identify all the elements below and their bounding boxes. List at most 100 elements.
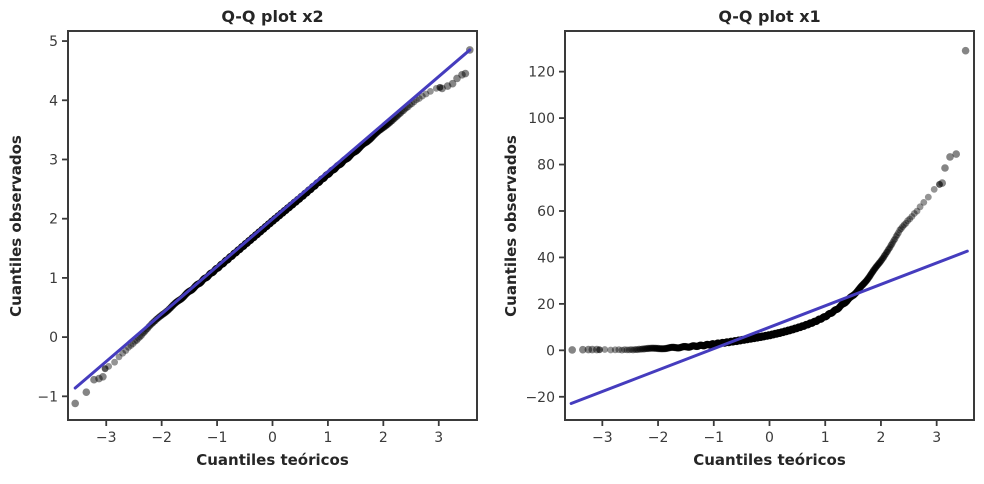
qq-point (659, 345, 667, 352)
qq-point (677, 344, 685, 351)
qq-point (677, 344, 685, 351)
plot-x1-xaxis-label: Cuantiles teóricos (693, 451, 846, 469)
qq-point (673, 344, 681, 352)
qq-point (699, 342, 707, 349)
qq-point (631, 346, 639, 353)
qq-outlier-point (443, 82, 452, 90)
qq-point (675, 344, 683, 352)
fit-line (73, 48, 472, 390)
x-tick-label: 2 (379, 430, 388, 446)
x-tick-label: −2 (151, 430, 172, 446)
qq-point (696, 342, 704, 349)
qq-point (679, 343, 686, 351)
qq-point (695, 342, 703, 349)
y-tick-label: 5 (49, 34, 58, 50)
qq-point (656, 345, 664, 352)
qq-point (697, 341, 705, 349)
qq-point (678, 343, 686, 351)
qq-outlier-point (461, 69, 470, 78)
qq-point (674, 344, 682, 352)
qq-point (649, 344, 656, 352)
qq-point (657, 345, 665, 352)
qq-outlier-point (952, 150, 960, 158)
qq-point (669, 344, 677, 351)
plot-x1-yaxis-label: Cuantiles observados (502, 135, 520, 317)
qq-point (119, 349, 127, 357)
qq-point (670, 343, 678, 351)
qq-point (655, 345, 663, 353)
qq-point (696, 342, 703, 350)
qq-point (669, 343, 677, 351)
qq-point (672, 344, 680, 351)
qq-point (679, 343, 687, 351)
qq-point (664, 344, 672, 352)
qq-point (699, 342, 707, 350)
qq-point (662, 345, 670, 353)
qq-point (690, 342, 698, 350)
qq-point (684, 343, 692, 351)
qq-outlier-point (99, 373, 107, 381)
qq-point (656, 345, 663, 352)
qq-point (658, 345, 666, 353)
qq-point (693, 343, 701, 350)
qq-point (671, 344, 679, 352)
qq-point (629, 346, 637, 354)
qq-point (687, 343, 694, 351)
qq-point (596, 346, 603, 353)
qq-point (673, 344, 680, 352)
axes-spines (564, 30, 975, 421)
qq-point (680, 343, 687, 351)
qq-outlier-point (90, 375, 98, 384)
qq-outlier-point (82, 388, 91, 397)
qq-point (651, 344, 659, 352)
qq-point (637, 346, 644, 353)
qq-point (650, 344, 658, 352)
qq-point (687, 343, 695, 351)
qq-point (697, 341, 705, 349)
qq-point (678, 343, 685, 351)
qq-point (676, 344, 684, 352)
qq-point (688, 342, 696, 350)
qq-point (693, 342, 700, 350)
qq-point (649, 344, 657, 352)
y-tick-label: −20 (525, 390, 555, 406)
qq-point (667, 343, 675, 351)
y-tick-label: 120 (528, 65, 555, 81)
x-tick-label: −3 (96, 430, 117, 446)
qq-point (701, 342, 708, 350)
qq-point (601, 346, 609, 353)
axes-spines (67, 30, 478, 421)
qq-point (680, 342, 688, 350)
qq-point (642, 345, 650, 353)
qq-point (698, 341, 706, 349)
qq-point (122, 347, 130, 354)
qq-point (699, 342, 707, 350)
qq-point (682, 343, 690, 350)
qq-point (698, 342, 706, 349)
x-tick-label: −2 (648, 430, 669, 446)
qq-outlier-point (453, 74, 461, 83)
qq-point (667, 344, 674, 351)
qq-point (683, 343, 691, 351)
qq-point (607, 346, 615, 354)
qq-point (596, 346, 603, 354)
qq-point (658, 345, 666, 353)
qq-point (697, 341, 704, 349)
plot-x2-title: Q-Q plot x2 (221, 7, 324, 26)
qq-point (666, 344, 674, 351)
qq-point (685, 343, 693, 351)
qq-point (670, 344, 678, 352)
qq-point (652, 344, 660, 352)
qq-point (692, 342, 700, 350)
qq-point (627, 346, 635, 353)
qq-point (686, 343, 693, 351)
x-tick-label: 0 (765, 430, 774, 446)
qq-point (687, 343, 695, 350)
x-tick-label: 3 (932, 430, 941, 446)
qq-point (643, 345, 651, 353)
qq-point (675, 344, 683, 352)
x-tick-label: 1 (821, 430, 830, 446)
qq-point (663, 344, 671, 352)
